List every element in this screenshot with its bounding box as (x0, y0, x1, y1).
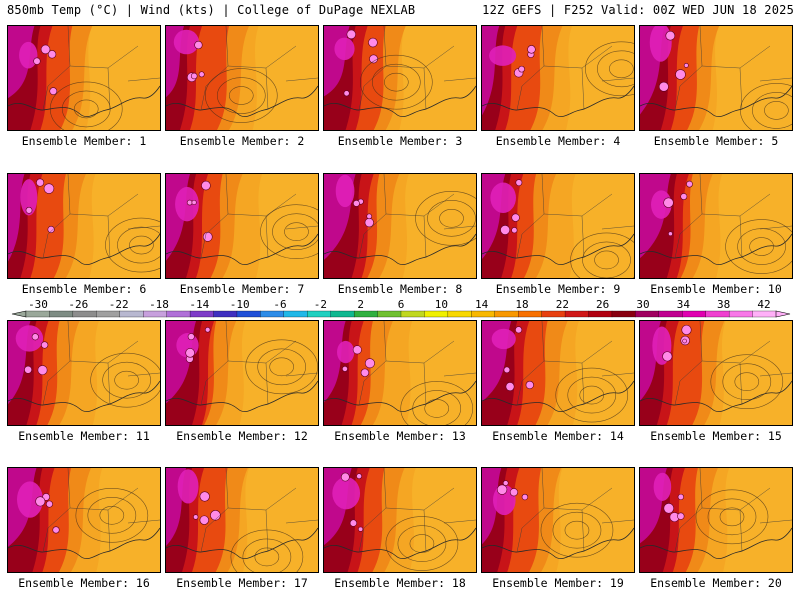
colorbar-tick-label: -14 (189, 298, 209, 311)
colorbar-tick-label: -22 (109, 298, 129, 311)
colorbar-swatch (307, 310, 332, 318)
ensemble-map-8 (323, 173, 477, 279)
ensemble-map-19 (481, 467, 635, 573)
ensemble-map-7 (165, 173, 319, 279)
colorbar-tick-label: -6 (273, 298, 286, 311)
colorbar-tick-label: 30 (636, 298, 649, 311)
colorbar-swatch (471, 310, 496, 318)
ensemble-label-16: Ensemble Member: 16 (18, 576, 150, 590)
ensemble-label-13: Ensemble Member: 13 (334, 429, 466, 443)
ensemble-map-4 (481, 25, 635, 131)
colorbar-swatch (189, 310, 214, 318)
ensemble-map-11 (7, 320, 161, 426)
ensemble-label-18: Ensemble Member: 18 (334, 576, 466, 590)
ensemble-label-8: Ensemble Member: 8 (337, 282, 463, 296)
colorbar-swatch (611, 310, 636, 318)
colorbar-swatch (377, 310, 402, 318)
colorbar-swatch (564, 310, 589, 318)
colorbar-swatch (752, 310, 777, 318)
ensemble-label-1: Ensemble Member: 1 (21, 134, 147, 148)
ensemble-label-20: Ensemble Member: 20 (650, 576, 782, 590)
colorbar-swatch (25, 310, 50, 318)
ensemble-map-13 (323, 320, 477, 426)
colorbar-swatch (518, 310, 543, 318)
model-valid-time: 12Z GEFS | F252 Valid: 00Z WED JUN 18 20… (482, 3, 794, 17)
colorbar-swatch (283, 310, 308, 318)
colorbar-swatch (72, 310, 97, 318)
ensemble-label-15: Ensemble Member: 15 (650, 429, 782, 443)
ensemble-label-3: Ensemble Member: 3 (337, 134, 463, 148)
colorbar-tick-label: -30 (28, 298, 48, 311)
colorbar-swatch (682, 310, 707, 318)
ensemble-label-4: Ensemble Member: 4 (495, 134, 621, 148)
ensemble-map-15 (639, 320, 793, 426)
colorbar-tick-label: 10 (435, 298, 448, 311)
ensemble-map-1 (7, 25, 161, 131)
colorbar-swatch (658, 310, 683, 318)
colorbar-swatch (728, 310, 754, 318)
colorbar-tick-label: 26 (596, 298, 609, 311)
ensemble-label-6: Ensemble Member: 6 (21, 282, 147, 296)
ensemble-map-14 (481, 320, 635, 426)
colorbar-swatch (400, 310, 425, 318)
colorbar-swatch (635, 310, 660, 318)
ensemble-label-12: Ensemble Member: 12 (176, 429, 308, 443)
colorbar-tick-label: 38 (717, 298, 730, 311)
colorbar-swatch (119, 310, 144, 318)
colorbar-swatch (143, 310, 168, 318)
ensemble-map-16 (7, 467, 161, 573)
ensemble-map-5 (639, 25, 793, 131)
map-title: 850mb Temp (°C) | Wind (kts) | College o… (7, 3, 416, 17)
colorbar-tick-label: 22 (556, 298, 569, 311)
colorbar-tick-label: -26 (68, 298, 88, 311)
ensemble-map-3 (323, 25, 477, 131)
colorbar-tick-label: 6 (398, 298, 405, 311)
ensemble-label-7: Ensemble Member: 7 (179, 282, 305, 296)
ensemble-map-2 (165, 25, 319, 131)
colorbar-swatch (236, 310, 261, 318)
colorbar-swatch (166, 310, 191, 318)
ensemble-map-6 (7, 173, 161, 279)
ensemble-label-9: Ensemble Member: 9 (495, 282, 621, 296)
colorbar-tick-label: 14 (475, 298, 489, 311)
ensemble-map-18 (323, 467, 477, 573)
colorbar-swatch (49, 310, 74, 318)
ensemble-label-10: Ensemble Member: 10 (650, 282, 782, 296)
colorbar-tick-label: 42 (757, 298, 770, 311)
ensemble-label-19: Ensemble Member: 19 (492, 576, 624, 590)
ensemble-map-9 (481, 173, 635, 279)
ensemble-map-12 (165, 320, 319, 426)
colorbar-swatch (424, 310, 449, 318)
colorbar-swatch (330, 310, 355, 318)
colorbar-swatch (494, 310, 519, 318)
ensemble-map-20 (639, 467, 793, 573)
colorbar-tick-label: 18 (515, 298, 528, 311)
colorbar-tick-label: 34 (677, 298, 691, 311)
ensemble-label-11: Ensemble Member: 11 (18, 429, 150, 443)
colorbar-swatch (260, 310, 285, 318)
colorbar-swatch (447, 310, 472, 318)
colorbar-tick-label: -18 (149, 298, 169, 311)
ensemble-map-17 (165, 467, 319, 573)
colorbar-swatch (96, 310, 121, 318)
ensemble-label-2: Ensemble Member: 2 (179, 134, 305, 148)
colorbar-swatch (353, 310, 379, 318)
colorbar-tick-label: -2 (314, 298, 327, 311)
temperature-colorbar: -30 -26 -22 -18 -14 -10 -6 -2 2 6 10 14 18 22 26 30 34 38… (11, 298, 791, 318)
ensemble-label-5: Ensemble Member: 5 (653, 134, 779, 148)
ensemble-label-14: Ensemble Member: 14 (492, 429, 624, 443)
ensemble-label-17: Ensemble Member: 17 (176, 576, 308, 590)
colorbar-swatch (541, 310, 566, 318)
colorbar-swatch (705, 310, 730, 318)
colorbar-swatch (213, 310, 238, 318)
colorbar-tick-label: 2 (357, 298, 364, 311)
colorbar-swatch (588, 310, 613, 318)
colorbar-tick-label: -10 (230, 298, 250, 311)
ensemble-map-10 (639, 173, 793, 279)
